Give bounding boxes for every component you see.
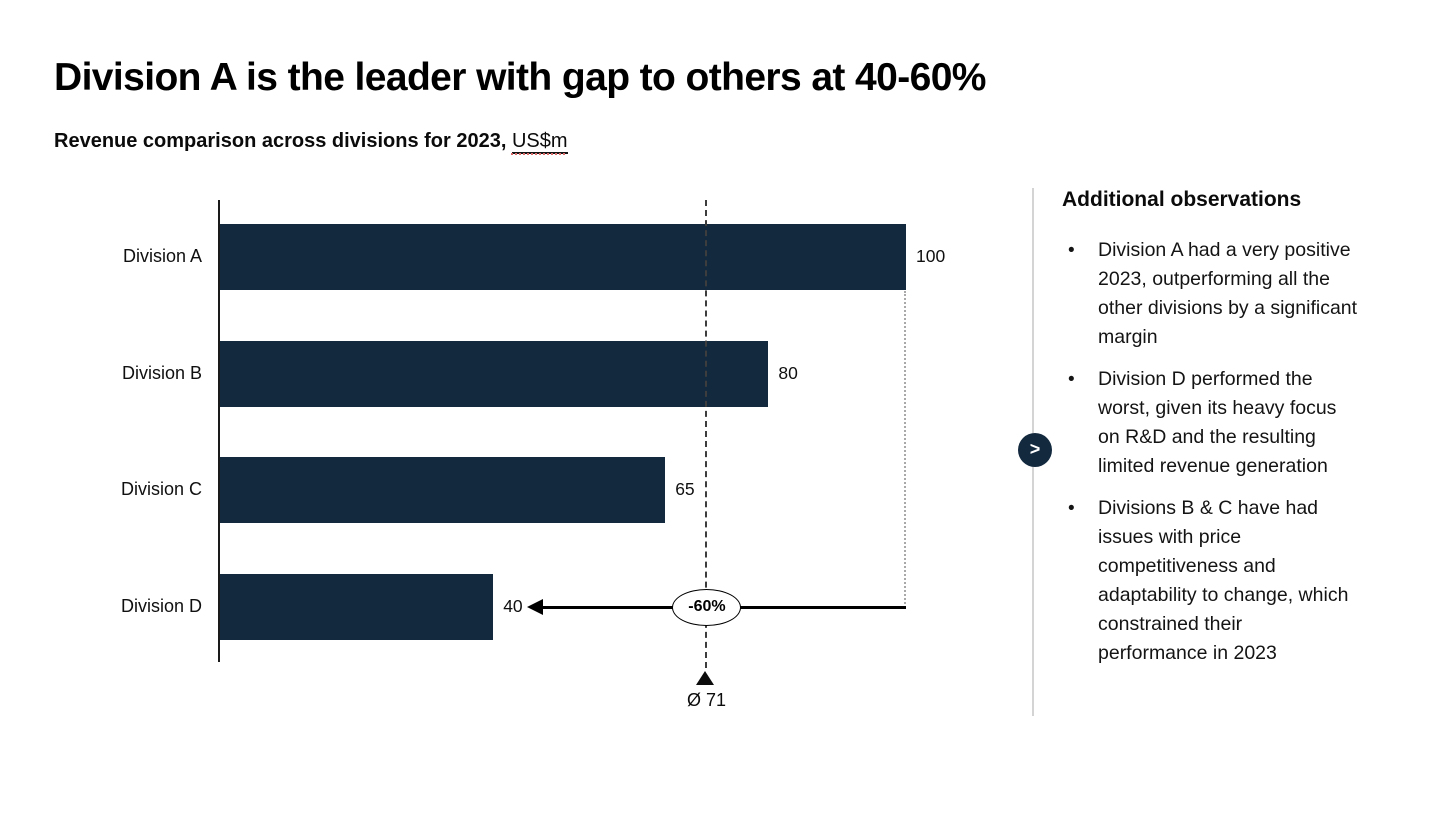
observation-item: • Division A had a very positive 2023, ou… xyxy=(1062,236,1414,352)
observation-item: • Division D performed the worst, given i… xyxy=(1062,365,1414,481)
observation-text: Divisions B & C have had issues with pri… xyxy=(1098,497,1349,664)
bar-value-label: 40 xyxy=(503,596,523,616)
average-value-label: Ø 71 xyxy=(686,690,726,710)
subtitle-unit: US$m xyxy=(511,130,568,154)
bar-category-label: Division C xyxy=(120,479,202,499)
subtitle-text: Revenue comparison across divisions for … xyxy=(54,130,507,152)
observation-text: Division A had a very positive 2023, out… xyxy=(1098,239,1358,348)
bar-value-label: 65 xyxy=(675,479,695,499)
average-dashed-line xyxy=(705,200,708,668)
y-axis-line xyxy=(218,200,220,662)
arrow-left-icon xyxy=(527,599,544,615)
observations-heading: Additional observations xyxy=(1062,188,1302,211)
bar-value-label: 80 xyxy=(778,363,798,383)
observations-panel: Additional observations • Division A had … xyxy=(1062,188,1414,681)
average-marker-icon xyxy=(696,671,715,685)
observation-item: • Divisions B & C have had issues with pr… xyxy=(1062,494,1414,668)
bar xyxy=(218,457,666,523)
reference-dotted-line xyxy=(904,291,906,608)
bullet-icon: • xyxy=(1068,240,1075,261)
bar-value-label: 100 xyxy=(916,246,946,266)
bar xyxy=(218,224,906,290)
chevron-right-icon: > xyxy=(1029,439,1041,459)
delta-badge: -60% xyxy=(672,588,742,626)
observations-list: • Division A had a very positive 2023, ou… xyxy=(1062,236,1414,668)
bullet-icon: • xyxy=(1068,369,1075,390)
chart-subtitle: Revenue comparison across divisions for … xyxy=(54,130,568,154)
bar-category-label: Division D xyxy=(120,596,202,616)
bar-category-label: Division B xyxy=(121,363,202,383)
page-title: Division A is the leader with gap to oth… xyxy=(54,56,986,99)
bar xyxy=(218,574,494,640)
expand-panel-button[interactable]: > xyxy=(1018,433,1052,467)
bar xyxy=(218,341,769,407)
bullet-icon: • xyxy=(1068,498,1075,519)
observation-text: Division D performed the worst, given it… xyxy=(1098,368,1337,477)
bar-category-label: Division A xyxy=(122,246,202,266)
